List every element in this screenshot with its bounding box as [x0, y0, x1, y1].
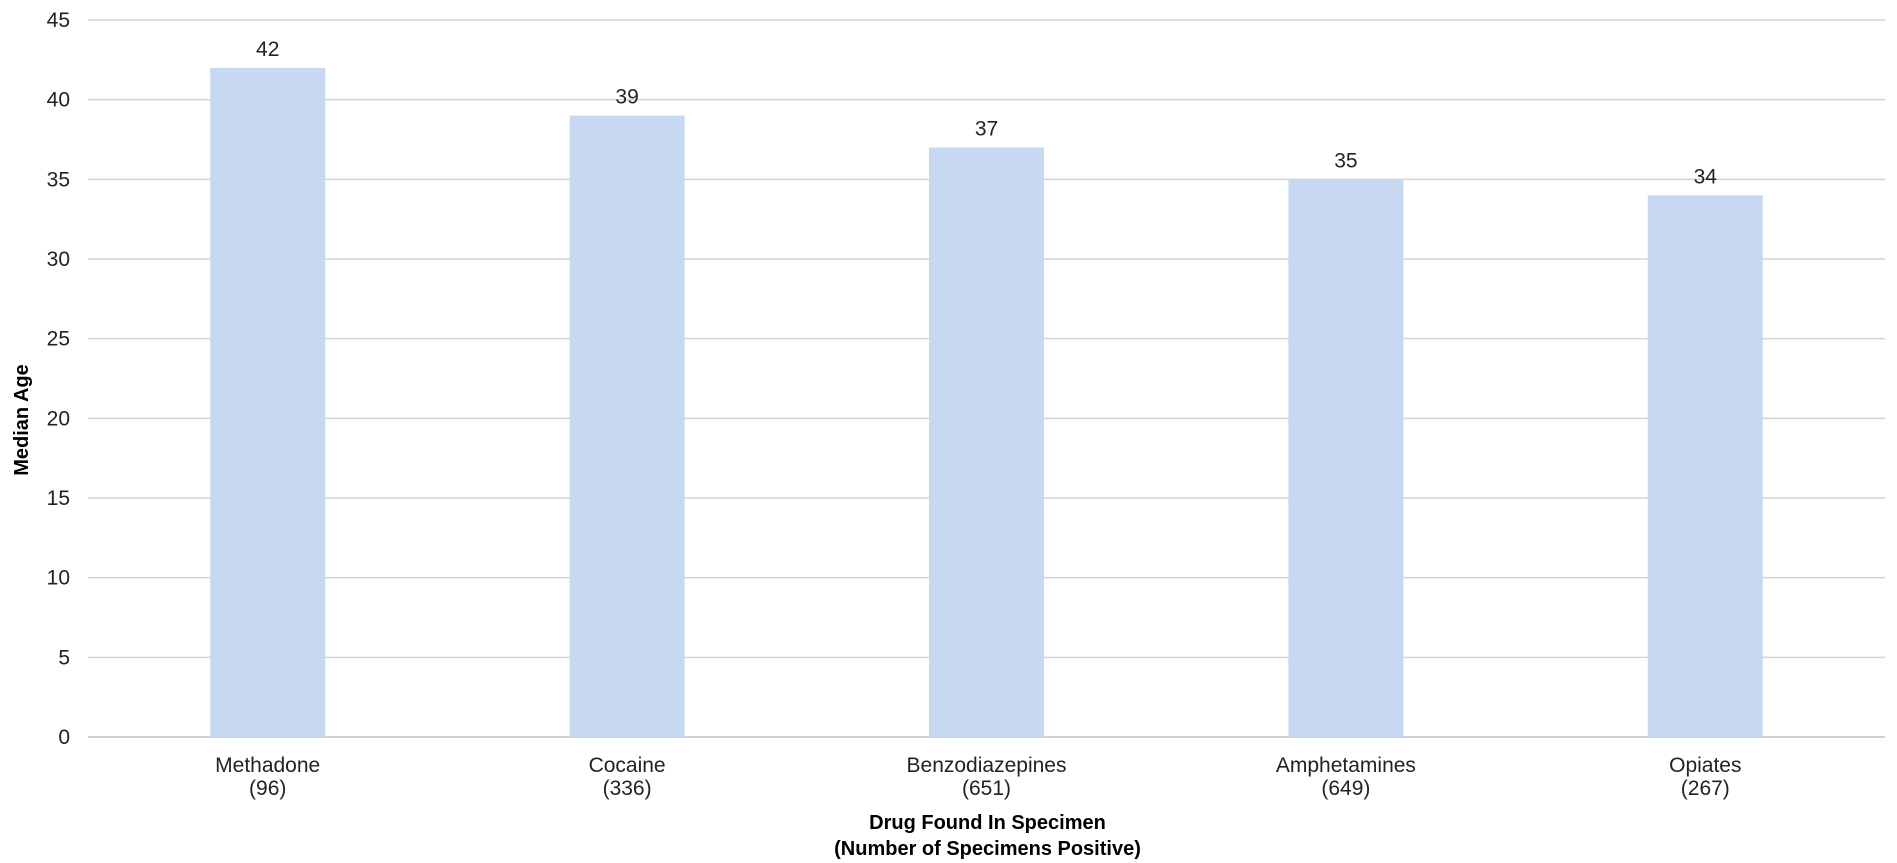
y-tick-label: 35: [47, 168, 70, 191]
x-tick-label: Cocaine: [589, 754, 666, 777]
x-tick-label: Benzodiazepines: [907, 754, 1067, 777]
x-tick-sublabel: (651): [962, 777, 1011, 800]
bar-benzodiazepines: [929, 147, 1044, 737]
y-tick-label: 0: [58, 726, 70, 749]
x-tick-sublabel: (336): [603, 777, 652, 800]
x-tick-sublabel: (267): [1681, 777, 1730, 800]
data-label: 34: [1694, 165, 1718, 188]
y-tick-label: 15: [47, 487, 70, 510]
y-tick-label: 45: [47, 9, 70, 32]
bar-methadone: [210, 67, 326, 738]
x-tick-sublabel: (96): [249, 777, 286, 800]
y-tick-label: 20: [47, 407, 70, 430]
x-tick-label: Amphetamines: [1276, 754, 1416, 777]
y-tick-label: 25: [47, 328, 70, 351]
x-axis-title: Drug Found In Specimen (Number of Specime…: [834, 812, 1141, 860]
y-tick-label: 5: [58, 646, 70, 669]
data-label: 42: [256, 38, 279, 61]
data-labels: 42 39 37 35 34: [256, 38, 1717, 188]
data-label: 39: [615, 86, 638, 109]
y-axis-ticks: 0 5 10 15 20 25 30 35 40 45: [47, 9, 70, 749]
x-tick-sublabel: (649): [1321, 777, 1370, 800]
x-axis-title-line: (Number of Specimens Positive): [834, 838, 1141, 860]
bar-opiates: [1647, 195, 1763, 737]
y-tick-label: 30: [47, 248, 70, 271]
x-tick-label: Opiates: [1669, 754, 1741, 777]
bar-cocaine: [569, 115, 685, 738]
y-axis-title: Median Age: [11, 364, 33, 476]
data-label: 37: [975, 117, 998, 140]
y-tick-label: 40: [47, 89, 70, 112]
data-label: 35: [1334, 149, 1357, 172]
y-tick-label: 10: [47, 567, 70, 590]
bar-amphetamines: [1288, 179, 1404, 738]
x-axis-ticks: Methadone(96) Cocaine(336) Benzodiazepines…: [215, 754, 1741, 800]
bars: [210, 67, 1763, 738]
x-tick-label: Methadone: [215, 754, 320, 777]
x-axis-title-line: Drug Found In Specimen: [869, 812, 1106, 834]
